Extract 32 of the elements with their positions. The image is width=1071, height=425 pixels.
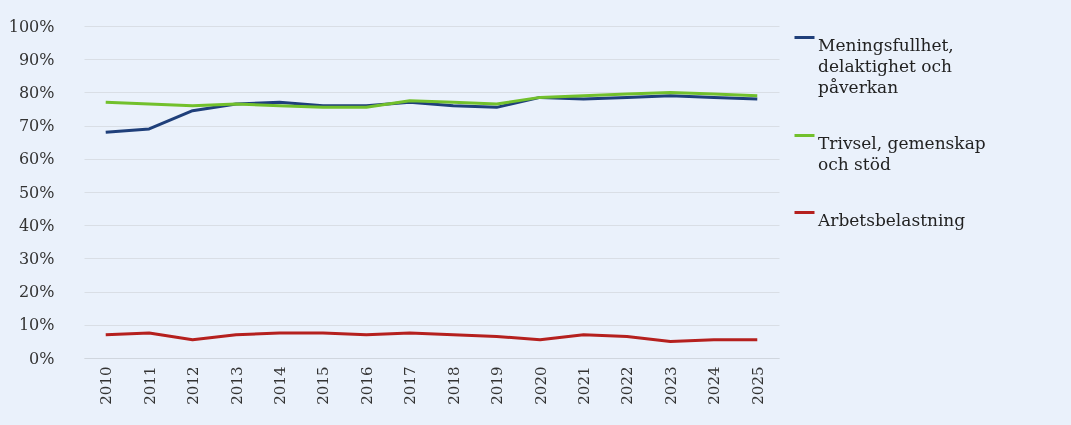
y-tick-label: 90%: [18, 49, 55, 69]
legend-label: Meningsfullhet, delaktighet och påverkan: [818, 34, 954, 97]
x-tick-label: 2022: [618, 366, 637, 405]
x-tick-label: 2016: [357, 366, 376, 405]
legend-label: Trivsel, gemenskap och stöd: [818, 132, 986, 174]
y-tick-label: 50%: [18, 182, 55, 202]
x-tick-label: 2012: [184, 366, 203, 405]
x-tick-label: 2021: [575, 366, 594, 405]
line-series: [104, 90, 759, 109]
y-tick-label: 40%: [18, 215, 55, 235]
x-tick-label: 2010: [97, 366, 116, 405]
y-tick-label: 70%: [18, 116, 55, 136]
x-tick-label: 2023: [661, 366, 680, 405]
x-tick-label: 2018: [444, 366, 463, 405]
y-tick-label: 0%: [29, 348, 55, 368]
x-tick-label: 2017: [401, 366, 420, 405]
y-tick-label: 20%: [18, 282, 55, 302]
x-tick-label: 2019: [488, 366, 507, 405]
x-tick-label: 2014: [270, 366, 289, 405]
x-tick-label: 2015: [314, 366, 333, 405]
legend-label: Arbetsbelastning: [817, 209, 966, 230]
x-tick-label: 2020: [531, 366, 550, 405]
y-tick-label: 10%: [18, 315, 55, 335]
x-tick-label: 2024: [705, 366, 724, 405]
y-tick-label: 100%: [8, 16, 55, 36]
y-tick-label: 60%: [18, 149, 55, 169]
line-series: [104, 331, 759, 343]
y-tick-label: 30%: [18, 248, 55, 268]
x-tick-label: 2013: [227, 366, 246, 405]
y-tick-label: 80%: [18, 82, 55, 102]
x-tick-label: 2025: [748, 366, 767, 405]
x-tick-label: 2011: [140, 366, 159, 405]
